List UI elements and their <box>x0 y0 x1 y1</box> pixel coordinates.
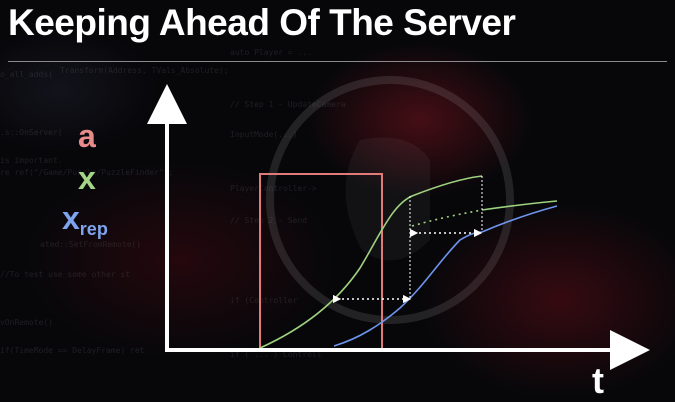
acceleration-pulse <box>167 173 600 351</box>
position-curve-continuation <box>411 209 483 227</box>
position-curve <box>259 175 483 349</box>
legend-replicated-position-subscript: rep <box>79 219 108 239</box>
legend-position: x <box>78 160 96 196</box>
legend-replicated-position: xrep <box>62 200 108 239</box>
legend-replicated-position-main: x <box>62 200 80 236</box>
legend-acceleration: a <box>78 118 96 154</box>
replicated-position-curve <box>333 205 558 347</box>
page-title: Keeping Ahead Of The Server <box>8 2 516 43</box>
position-curve-predicted <box>481 200 558 211</box>
title-divider <box>8 61 667 62</box>
time-axis-label: t <box>592 360 604 401</box>
